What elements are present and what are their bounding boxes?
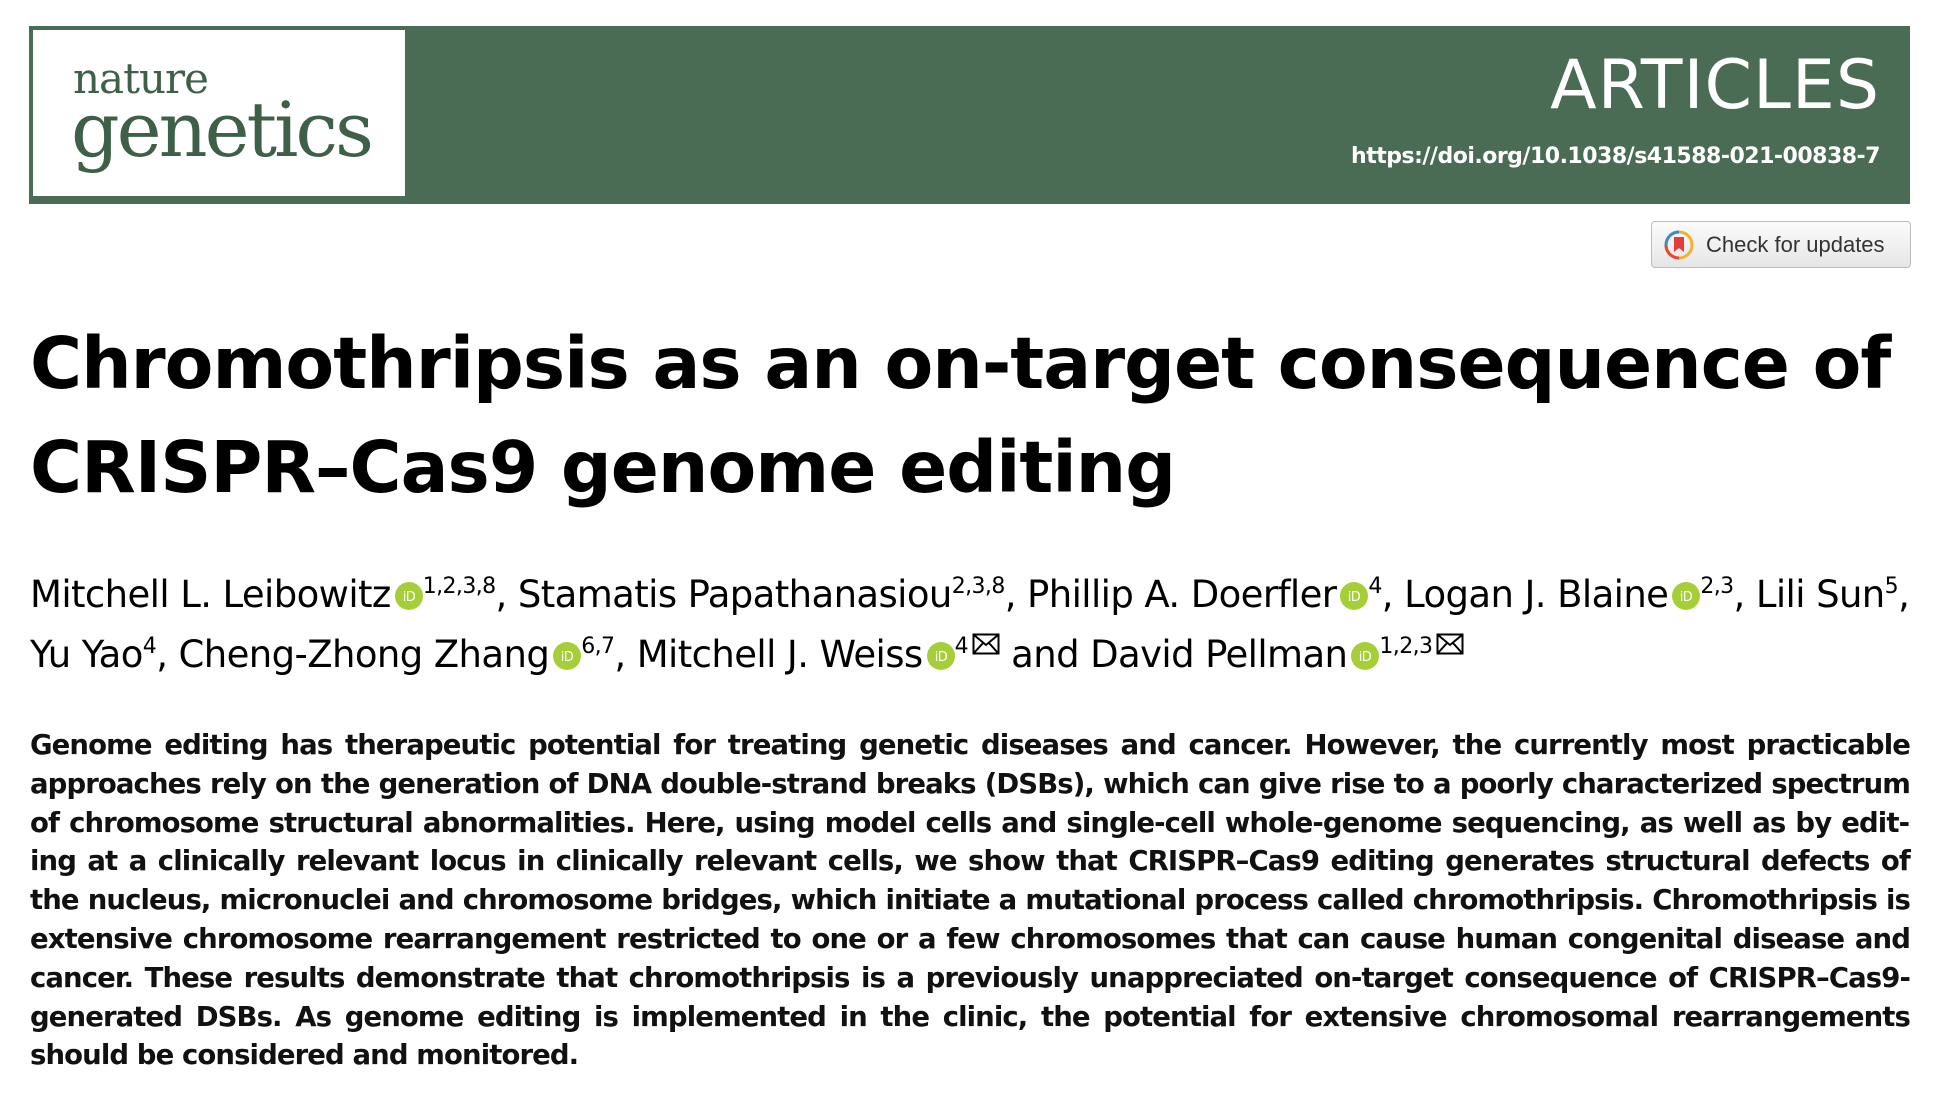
affiliation-numbers: 1,2,3,8 xyxy=(422,574,496,599)
svg-text:iD: iD xyxy=(934,650,947,665)
affiliation-numbers: 2,3,8 xyxy=(951,574,1006,599)
affiliation-numbers: 6,7 xyxy=(581,634,615,659)
svg-text:iD: iD xyxy=(1359,650,1372,665)
logo-wordmark-nature: nature xyxy=(73,54,209,103)
author-entry: Yu Yao4 xyxy=(30,633,157,676)
author-entry: Stamatis Papathanasiou2,3,8 xyxy=(518,573,1005,616)
author-name[interactable]: Cheng-Zhong Zhang xyxy=(178,633,550,676)
author-separator: , xyxy=(1381,573,1405,616)
orcid-icon[interactable]: iD xyxy=(553,642,582,670)
affiliation-numbers: 1,2,3 xyxy=(1379,634,1433,659)
logo-wordmark-genetics: genetics xyxy=(71,85,374,174)
affiliation-numbers: 5 xyxy=(1884,574,1899,599)
doi-link[interactable]: https://doi.org/10.1038/s41588-021-00838… xyxy=(1351,144,1880,169)
author-separator: , xyxy=(1898,573,1910,616)
author-name[interactable]: Lili Sun xyxy=(1755,573,1885,616)
author-separator: , xyxy=(1733,573,1756,616)
author-name[interactable]: Phillip A. Doerfler xyxy=(1027,573,1337,616)
author-separator: and xyxy=(999,633,1091,676)
affiliation-numbers: 2,3 xyxy=(1700,574,1734,599)
orcid-icon[interactable]: iD xyxy=(394,582,423,610)
orcid-icon[interactable]: iD xyxy=(1351,642,1380,670)
author-name[interactable]: Logan J. Blaine xyxy=(1404,573,1669,616)
abstract: Genome editing has therapeutic potential… xyxy=(30,729,1911,1072)
orcid-icon[interactable]: iD xyxy=(926,642,955,670)
svg-text:iD: iD xyxy=(561,650,574,665)
author-entry: Lili Sun5 xyxy=(1755,573,1899,616)
author-entry: Logan J. Blaine iD 2,3 xyxy=(1404,573,1734,616)
author-name[interactable]: Mitchell J. Weiss xyxy=(636,633,923,676)
author-entry: Cheng-Zhong Zhang iD 6,7 xyxy=(179,633,615,676)
author-name[interactable]: David Pellman xyxy=(1090,633,1348,676)
author-entry: David Pellman iD 1,2,3 xyxy=(1090,633,1464,676)
affiliation-numbers: 4 xyxy=(142,634,157,659)
svg-text:iD: iD xyxy=(1680,590,1693,605)
orcid-icon[interactable]: iD xyxy=(1340,582,1369,610)
author-separator: , xyxy=(495,573,518,616)
author-separator: , xyxy=(156,633,179,676)
affiliation-numbers: 4 xyxy=(954,634,969,659)
author-separator: , xyxy=(614,633,637,676)
author-entry: Phillip A. Doerfler iD 4 xyxy=(1027,573,1382,616)
svg-text:iD: iD xyxy=(1348,590,1361,605)
author-name[interactable]: Mitchell L. Leibowitz xyxy=(30,573,391,616)
author-separator: , xyxy=(1004,573,1028,616)
author-name[interactable]: Stamatis Papathanasiou xyxy=(517,573,952,616)
check-for-updates-button[interactable]: Check for updates xyxy=(1651,221,1911,268)
crossmark-icon xyxy=(1664,230,1694,259)
envelope-icon[interactable] xyxy=(1436,633,1464,655)
affiliation-numbers: 4 xyxy=(1368,574,1382,599)
author-name[interactable]: Yu Yao xyxy=(30,633,143,676)
envelope-icon[interactable] xyxy=(972,633,1000,655)
author-entry: Mitchell J. Weiss iD 4 xyxy=(637,633,1000,676)
article-type-label: ARTICLES xyxy=(1550,46,1880,125)
check-for-updates-label: Check for updates xyxy=(1706,231,1885,257)
journal-header: nature genetics ARTICLES https://doi.org… xyxy=(29,26,1910,204)
article-title-line-1: Chromothripsis as an on-target consequen… xyxy=(30,322,1891,405)
journal-logo[interactable]: nature genetics xyxy=(31,28,407,198)
article-title: Chromothripsis as an on-target consequen… xyxy=(30,312,1900,520)
orcid-icon[interactable]: iD xyxy=(1672,582,1701,610)
author-entry: Mitchell L. Leibowitz iD 1,2,3,8 xyxy=(30,573,496,616)
author-list: Mitchell L. Leibowitz iD 1,2,3,8, Stamatis… xyxy=(30,565,1910,685)
article-title-line-2: CRISPR–Cas9 genome editing xyxy=(30,426,1176,509)
svg-text:iD: iD xyxy=(403,590,416,605)
